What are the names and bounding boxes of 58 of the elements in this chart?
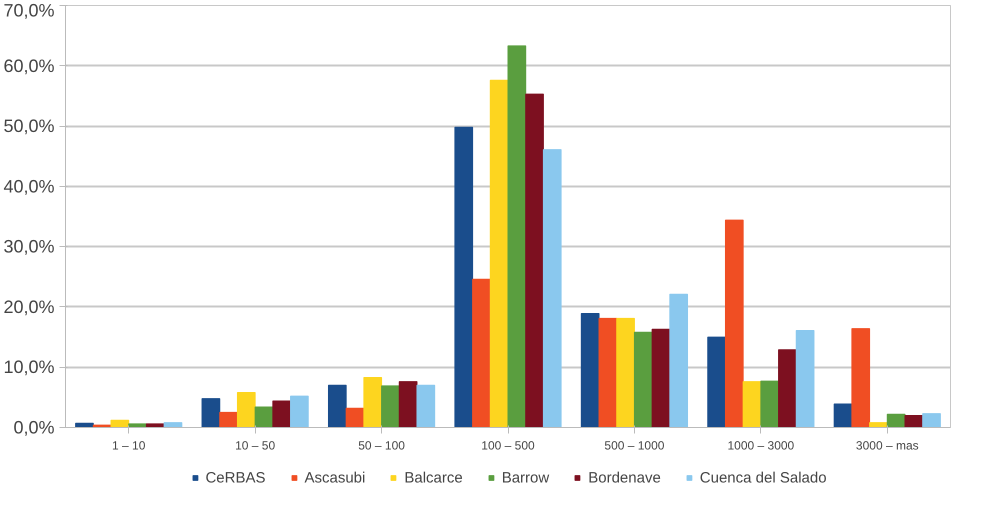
bar bbox=[904, 414, 924, 428]
x-tick-label: 10 – 50 bbox=[235, 438, 276, 452]
x-tick-label: 1000 – 3000 bbox=[727, 438, 795, 452]
bar bbox=[707, 336, 726, 428]
bar bbox=[454, 126, 474, 428]
bar bbox=[869, 422, 888, 428]
y-tick-label: 10,0% bbox=[3, 357, 55, 378]
bar bbox=[542, 149, 562, 428]
legend-label: Barrow bbox=[502, 469, 550, 486]
bar bbox=[508, 45, 526, 428]
bar bbox=[236, 392, 256, 428]
legend-label: CeRBAS bbox=[205, 469, 266, 486]
bar bbox=[851, 328, 870, 428]
bar bbox=[272, 400, 292, 428]
bar bbox=[254, 406, 274, 428]
bar bbox=[616, 318, 635, 428]
bar bbox=[363, 376, 382, 428]
bar bbox=[598, 318, 618, 428]
bar bbox=[724, 220, 744, 428]
y-tick-label: 0,0% bbox=[13, 418, 55, 438]
x-tick-label: 1 – 10 bbox=[112, 438, 146, 452]
bar bbox=[796, 330, 814, 428]
bar bbox=[525, 94, 544, 428]
legend-label: Cuenca del Salado bbox=[700, 469, 827, 486]
y-tick-label: 50,0% bbox=[3, 116, 55, 136]
x-tick-label: 50 – 100 bbox=[358, 438, 406, 452]
x-tick-label: 3000 – mas bbox=[856, 438, 919, 452]
bar bbox=[290, 396, 309, 428]
bar bbox=[886, 414, 906, 428]
y-tick-label: 20,0% bbox=[3, 296, 55, 317]
bar bbox=[669, 294, 688, 428]
bar bbox=[490, 80, 508, 428]
bar bbox=[580, 313, 600, 428]
bar bbox=[202, 398, 220, 428]
bar bbox=[742, 381, 762, 428]
bar bbox=[652, 328, 670, 428]
bar bbox=[634, 332, 653, 428]
bar bbox=[381, 385, 400, 428]
x-tick-label: 100 – 500 bbox=[481, 438, 536, 452]
bar bbox=[760, 380, 780, 428]
bar bbox=[164, 422, 182, 428]
x-tick-label: 500 – 1000 bbox=[604, 438, 665, 452]
legend-label: Balcarce bbox=[404, 469, 463, 486]
bar bbox=[346, 408, 364, 428]
bar bbox=[328, 384, 347, 428]
bar bbox=[416, 384, 436, 428]
y-tick-label: 60,0% bbox=[3, 56, 55, 76]
bar bbox=[778, 349, 797, 428]
bar bbox=[472, 278, 491, 428]
legend-label: Ascasubi bbox=[304, 469, 366, 486]
bar bbox=[922, 413, 941, 428]
bar bbox=[219, 412, 238, 428]
bar bbox=[398, 381, 418, 428]
y-tick-label: 70,0% bbox=[3, 0, 55, 20]
y-tick-label: 40,0% bbox=[3, 176, 55, 196]
bar bbox=[834, 403, 852, 428]
y-tick-label: 30,0% bbox=[3, 236, 55, 257]
legend-label: Bordenave bbox=[588, 469, 661, 486]
